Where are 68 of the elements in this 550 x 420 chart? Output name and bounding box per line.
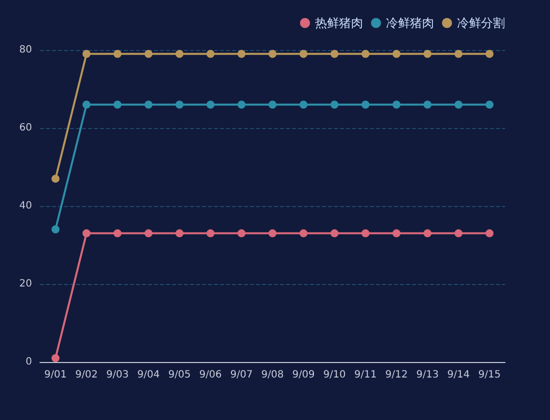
point (330, 100, 338, 109)
legend-label: 热鲜猪肉 (315, 16, 363, 30)
point (300, 100, 308, 109)
x-tick-label: 9/04 (137, 370, 160, 380)
point (206, 100, 214, 109)
point (114, 50, 122, 58)
point (114, 229, 122, 238)
y-tick-label: 20 (19, 278, 32, 290)
x-tick-label: 9/11 (354, 370, 377, 380)
point (238, 229, 246, 238)
point (52, 354, 60, 362)
point (206, 50, 214, 58)
point (268, 50, 276, 58)
x-tick-label: 9/13 (416, 370, 439, 380)
point (454, 50, 462, 58)
legend-label: 冷鲜分割 (457, 16, 505, 30)
point (300, 50, 308, 58)
point (82, 229, 90, 238)
point (52, 174, 60, 183)
y-tick-label: 0 (26, 356, 32, 368)
x-tick-label: 9/03 (106, 370, 129, 380)
point (362, 229, 370, 238)
point (486, 50, 494, 58)
x-tick-label: 9/14 (447, 370, 470, 380)
x-tick-label: 9/01 (44, 370, 67, 380)
y-tick-label: 40 (19, 200, 32, 212)
point (114, 100, 122, 109)
legend-label: 冷鲜猪肉 (386, 16, 434, 30)
point (454, 100, 462, 109)
x-tick-label: 9/07 (230, 370, 253, 380)
point (392, 100, 400, 109)
point (300, 229, 308, 238)
point (176, 229, 184, 238)
point (424, 50, 432, 58)
point (268, 229, 276, 238)
point (52, 225, 60, 234)
point (176, 50, 184, 58)
point (144, 100, 152, 109)
point (330, 50, 338, 58)
point (238, 100, 246, 109)
y-tick-label: 60 (19, 122, 32, 134)
point (206, 229, 214, 238)
x-tick-label: 9/06 (199, 370, 222, 380)
point (486, 100, 494, 109)
point (424, 229, 432, 238)
point (392, 229, 400, 238)
point (392, 50, 400, 58)
point (82, 100, 90, 109)
point (362, 50, 370, 58)
point (144, 229, 152, 238)
point (362, 100, 370, 109)
point (82, 50, 90, 58)
y-tick-label: 80 (19, 44, 32, 56)
x-tick-label: 9/08 (261, 370, 284, 380)
point (454, 229, 462, 238)
x-tick-label: 9/05 (168, 370, 191, 380)
x-tick-label: 9/12 (385, 370, 408, 380)
point (486, 229, 494, 238)
point (330, 229, 338, 238)
point (268, 100, 276, 109)
x-tick-label: 9/02 (75, 370, 98, 380)
x-tick-label: 9/09 (292, 370, 315, 380)
point (144, 50, 152, 58)
point (238, 50, 246, 58)
x-tick-label: 9/15 (478, 370, 501, 380)
x-tick-label: 9/10 (323, 370, 346, 380)
point (176, 100, 184, 109)
point (424, 100, 432, 109)
